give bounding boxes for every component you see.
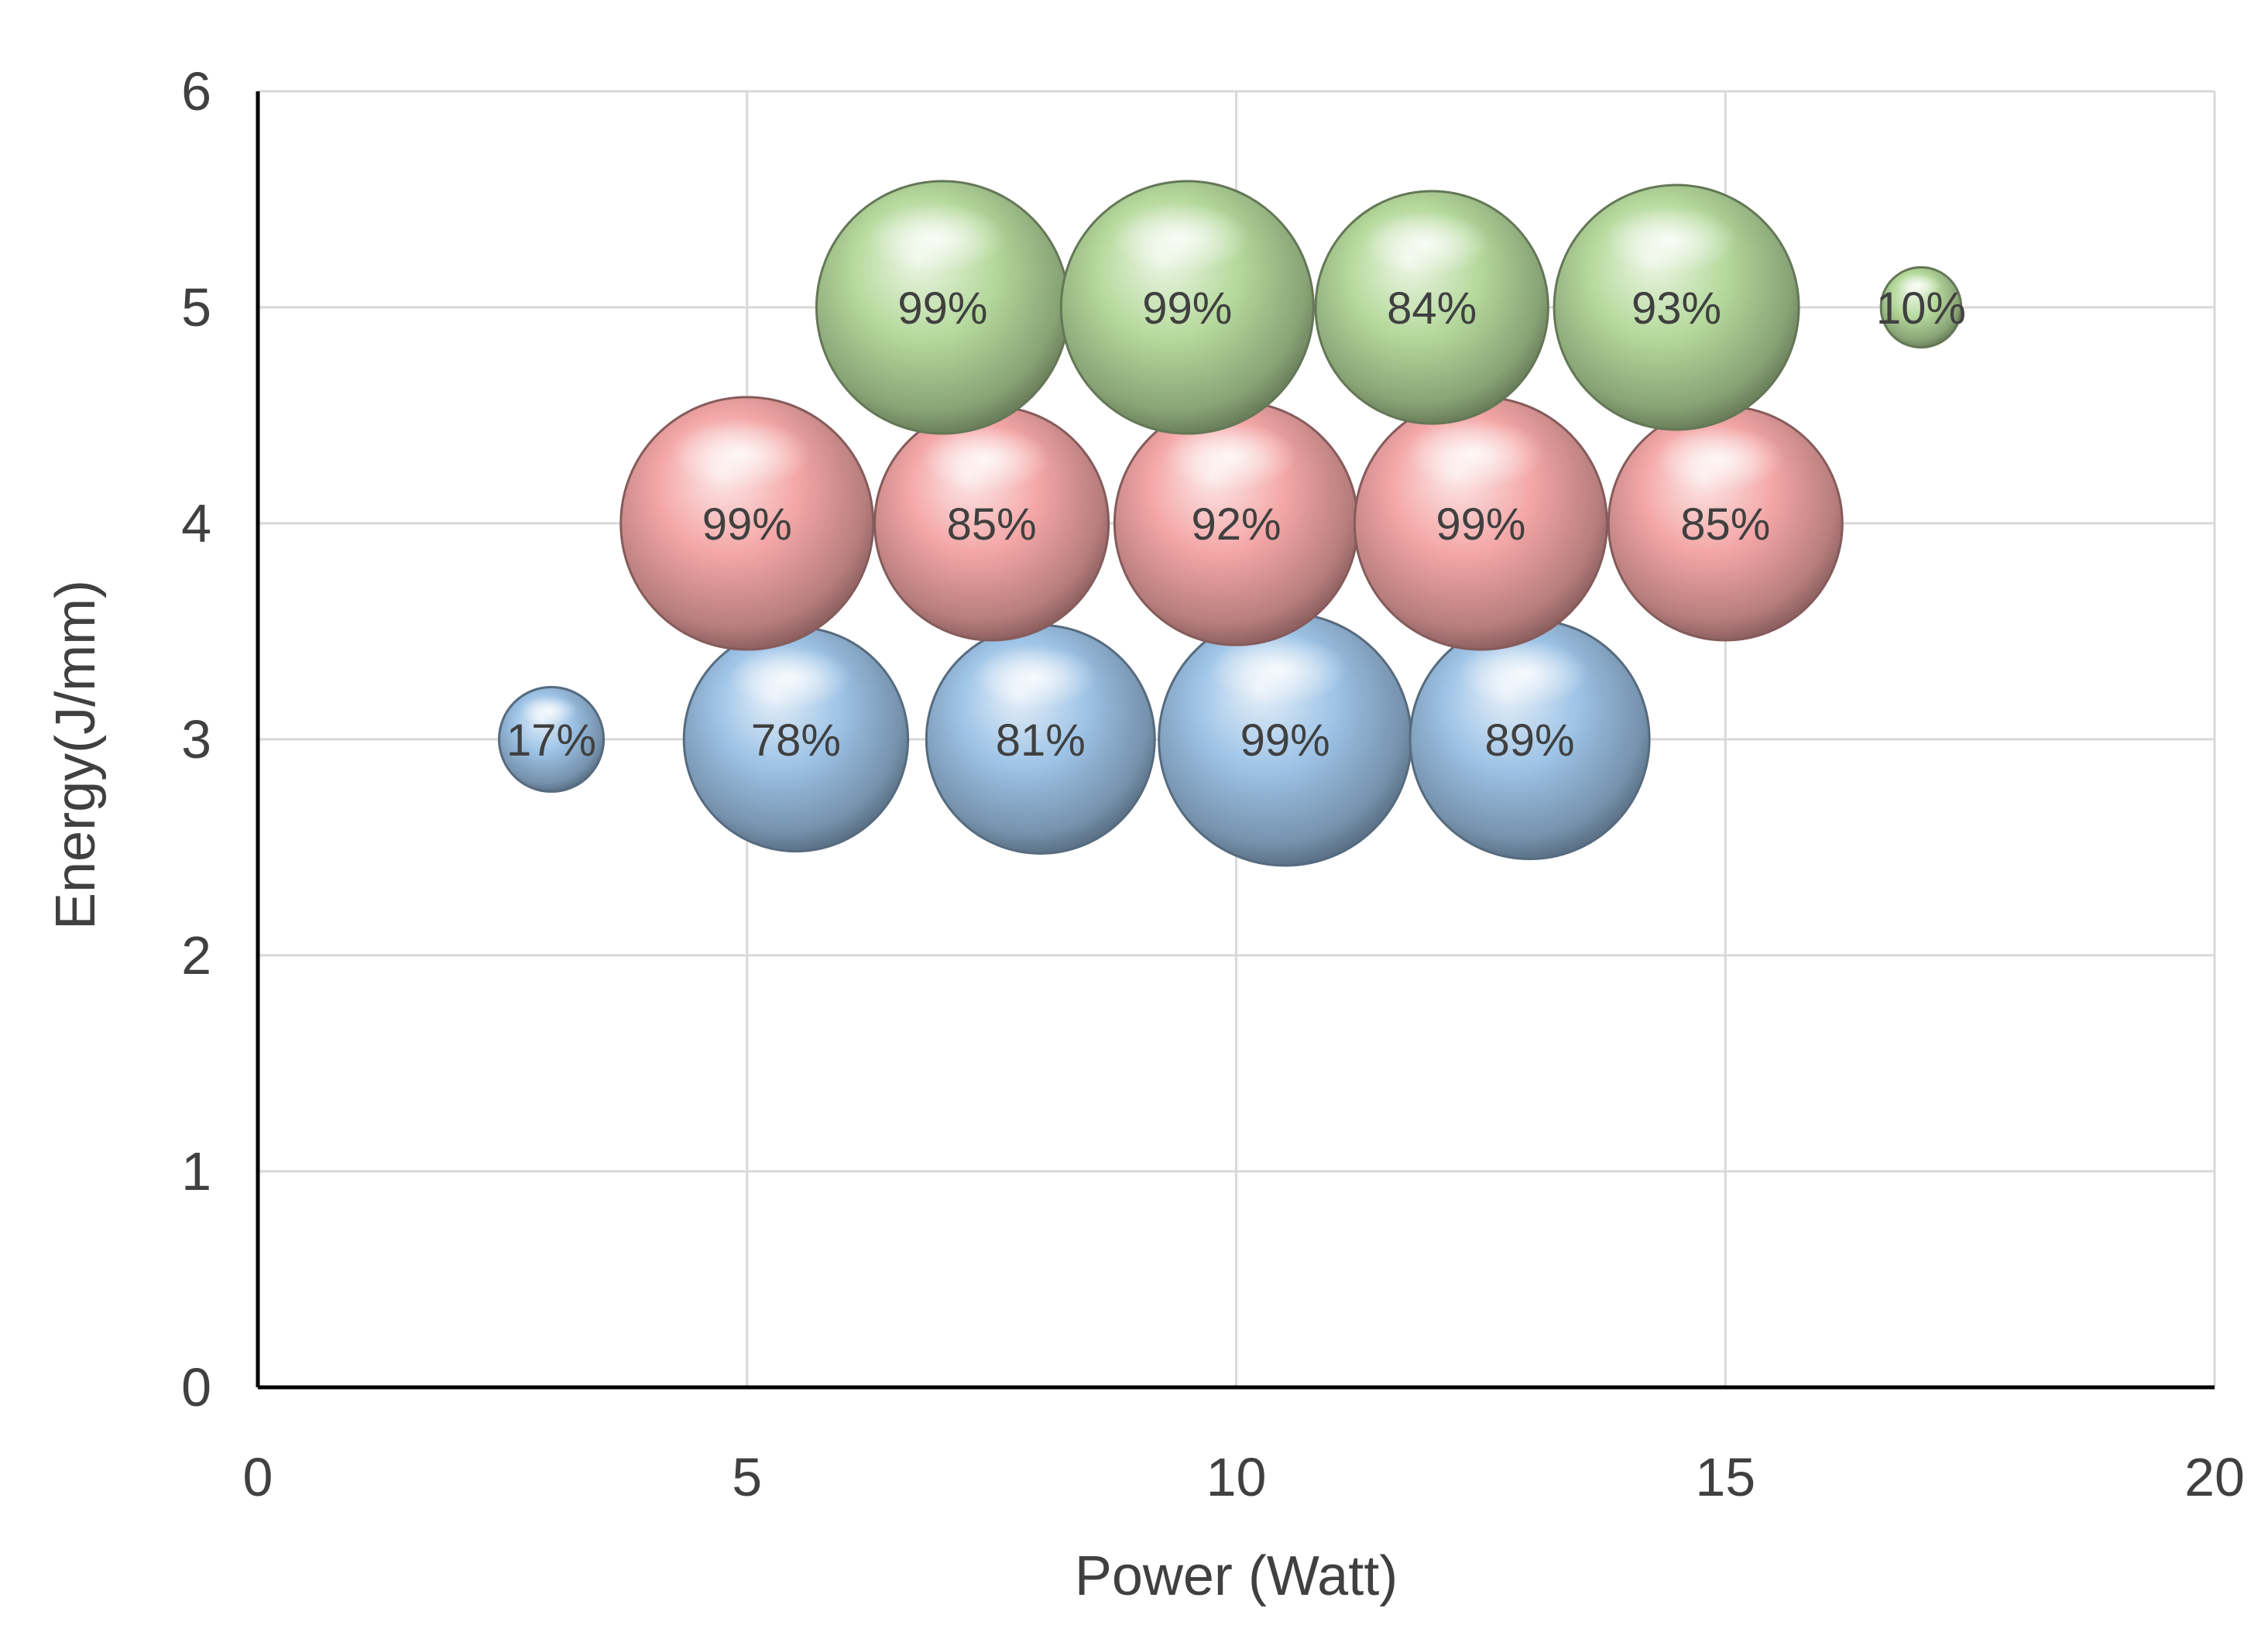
bubble-series-2-point-0 [815,180,1070,435]
tick-labels: 0 1 2 3 4 5 6 0 5 10 15 20 [181,61,2245,1507]
bubble-series-0-point-2 [925,624,1156,855]
y-tick-label: 3 [181,709,211,770]
bubble-series-2-point-1 [1059,180,1315,435]
bubble-labels: 17% 78% 81% 99% 89% 99% 85% 92% 99% 85% 99% 99% 84% 9… [506,283,1966,766]
bubble-data-label: 99% [1142,283,1232,334]
bubble-series-1-point-4 [1607,405,1844,642]
bubble-data-label: 99% [1436,499,1525,550]
y-tick-label: 0 [181,1357,211,1418]
y-tick-label: 5 [181,277,211,338]
bubble-highlight [866,202,1006,273]
bubble-series-0-point-0 [498,685,606,794]
bubble-series-0-point-3 [1158,612,1413,867]
bubble-data-label: 99% [897,283,987,334]
bubble-data-label: 85% [947,499,1037,550]
bubble-series-2-point-3 [1553,183,1800,431]
bubble-highlight [1896,274,1941,297]
bubble-highlight [1457,639,1590,708]
bubble-series-2-point-4 [1879,266,1963,349]
bubble-data-label: 92% [1191,499,1281,550]
bubble-highlight [729,646,853,709]
axes [256,91,2215,1390]
y-tick-label: 4 [181,493,211,554]
x-tick-label: 5 [732,1447,762,1507]
bubble-highlight [671,418,811,489]
bubble-series-2-point-2 [1314,190,1549,425]
x-tick-label: 15 [1695,1447,1755,1507]
bubble-data-label: 99% [1240,715,1330,766]
bubbles [498,180,1963,867]
x-tick-label: 10 [1206,1447,1267,1507]
y-tick-label: 1 [181,1141,211,1202]
x-tick-label: 20 [2184,1447,2245,1507]
bubble-series-0-point-1 [682,626,910,853]
bubble-data-label: 78% [751,715,841,766]
y-tick-label: 2 [181,925,211,986]
y-tick-label: 6 [181,61,211,122]
bubble-series-1-point-3 [1353,396,1608,651]
bubble-data-label: 93% [1632,283,1721,334]
y-axis-title: Energy(J/mm) [45,580,107,930]
bubble-data-label: 99% [702,499,792,550]
bubble-data-label: 81% [996,715,1086,766]
bubble-highlight [1603,205,1738,275]
bubble-highlight [520,695,578,725]
bubble-series-1-point-0 [619,396,875,651]
bubble-data-label: 85% [1680,499,1770,550]
bubble-highlight [1405,418,1544,489]
bubble-highlight [1163,422,1298,491]
bubble-data-label: 89% [1485,715,1575,766]
bubble-highlight [1209,634,1349,705]
x-tick-label: 0 [243,1447,273,1507]
bubble-data-label: 84% [1387,283,1477,334]
bubble-data-label: 10% [1876,283,1966,334]
bubble-series-1-point-1 [873,405,1110,642]
bubble-highlight [972,644,1098,709]
bubble-data-label: 17% [506,715,596,766]
bubble-highlight [921,426,1051,492]
bubble-highlight [1362,211,1491,276]
bubble-highlight [1655,426,1784,492]
bubble-highlight [1111,202,1251,273]
x-axis-title: Power (Watt) [1075,1545,1398,1607]
